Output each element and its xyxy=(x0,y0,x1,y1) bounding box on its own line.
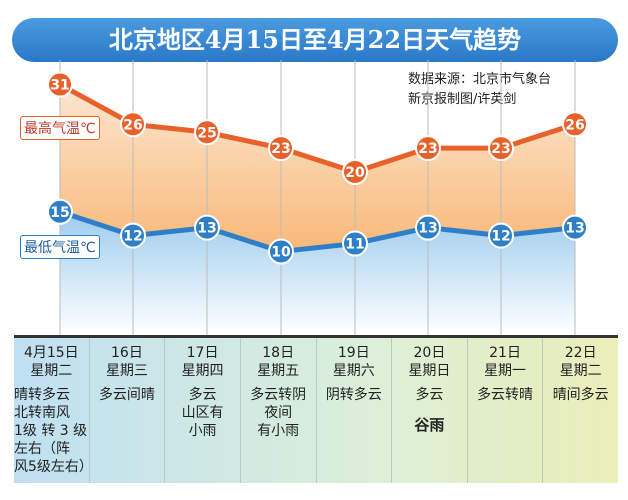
day-date: 16日 xyxy=(111,345,143,361)
data-label: 12 xyxy=(123,229,142,245)
day-date: 18日 xyxy=(262,345,295,361)
high-point xyxy=(47,71,73,98)
day-date: 21日 xyxy=(489,345,521,361)
day-date: 22日 xyxy=(564,345,597,361)
day-column: 22日星期二晴间多云 xyxy=(542,338,618,483)
data-label: 13 xyxy=(418,221,437,237)
day-weather: 多云间晴 xyxy=(98,387,155,403)
day-column: 4月15日星期二晴转多云 北转南风 1级 转 3 级 左右（阵 风5级左右） xyxy=(14,338,93,483)
day-weekday: 星期三 xyxy=(105,363,148,379)
high-point xyxy=(415,135,441,162)
day-weather: 晴间多云 xyxy=(552,387,609,403)
chart-title: 北京地区4月15日至4月22日天气趋势 xyxy=(12,18,618,62)
day-weather: 多云 山区有 小雨 xyxy=(181,387,224,439)
high-point xyxy=(342,159,368,185)
day-weekday: 星期一 xyxy=(484,363,527,379)
day-date: 20日 xyxy=(413,345,446,361)
data-label: 13 xyxy=(565,221,584,237)
high-point xyxy=(194,119,220,146)
data-label: 31 xyxy=(50,78,69,94)
day-date: 4月15日 xyxy=(23,345,79,361)
data-label: 25 xyxy=(197,125,216,141)
data-label: 12 xyxy=(491,229,510,245)
day-weather: 多云转阴 夜间 有小雨 xyxy=(250,387,307,439)
data-label: 23 xyxy=(418,141,437,157)
low-point xyxy=(488,222,514,249)
credit: 新京报制图/许英剑 xyxy=(408,92,517,107)
day-weather: 阴转多云 xyxy=(325,387,382,403)
day-column: 18日星期五多云转阴 夜间 有小雨 xyxy=(239,338,316,483)
day-column: 17日星期四多云 山区有 小雨 xyxy=(164,338,240,483)
low-point xyxy=(415,214,441,241)
data-label: 15 xyxy=(50,205,69,221)
day-column: 21日星期一多云转晴 xyxy=(466,338,543,483)
forecast-table: 4月15日 星期二 晴转多云 北转南风 1级 转 3 级 左右（阵 风5级左右） 16… xyxy=(14,335,618,483)
day-column: 16日星期三多云间晴 xyxy=(88,338,165,483)
data-label: 13 xyxy=(197,221,216,237)
day-column: 20日星期日多云谷雨 xyxy=(391,338,467,483)
data-label: 26 xyxy=(565,117,584,133)
low-point xyxy=(342,230,368,257)
day-weekday: 星期四 xyxy=(181,363,224,379)
data-label: 23 xyxy=(271,141,290,157)
high-point xyxy=(120,111,146,138)
day-weekday: 星期二 xyxy=(559,363,602,379)
data-label: 26 xyxy=(123,117,142,133)
data-source: 数据来源：北京市气象台 xyxy=(408,72,552,87)
data-label: 10 xyxy=(271,245,291,261)
day-weather: 多云 xyxy=(415,387,444,403)
data-label: 11 xyxy=(345,237,364,253)
low-point xyxy=(47,198,73,225)
day-weekday: 星期五 xyxy=(257,363,300,379)
high-point xyxy=(488,135,514,162)
day-weekday: 星期日 xyxy=(408,363,451,379)
day-date: 19日 xyxy=(337,345,370,361)
high-point xyxy=(562,111,588,138)
legend-low: 最低气温℃ xyxy=(20,235,100,259)
low-point xyxy=(562,214,588,241)
day-weekday: 星期六 xyxy=(332,363,375,379)
data-label: 23 xyxy=(491,141,510,157)
day-weekday: 星期二 xyxy=(30,363,73,379)
day-date: 17日 xyxy=(186,345,219,361)
high-low-band xyxy=(60,84,575,252)
data-label: 20 xyxy=(345,165,365,181)
legend-high: 最高气温℃ xyxy=(20,116,100,140)
low-point xyxy=(268,238,294,265)
solar-term: 谷雨 xyxy=(414,416,445,434)
day-column: 19日星期六阴转多云 xyxy=(315,338,392,483)
low-area xyxy=(60,211,575,335)
low-point xyxy=(120,222,146,249)
temperature-chart: 31 26 25 23 20 23 23 26 15 12 13 10 11 13 12 13 xyxy=(47,60,588,335)
high-point xyxy=(268,135,294,162)
low-point xyxy=(194,214,220,241)
day-weather: 多云转晴 xyxy=(477,387,534,403)
day-weather: 晴转多云 北转南风 1级 转 3 级 左右（阵 风5级左右） xyxy=(14,387,93,475)
